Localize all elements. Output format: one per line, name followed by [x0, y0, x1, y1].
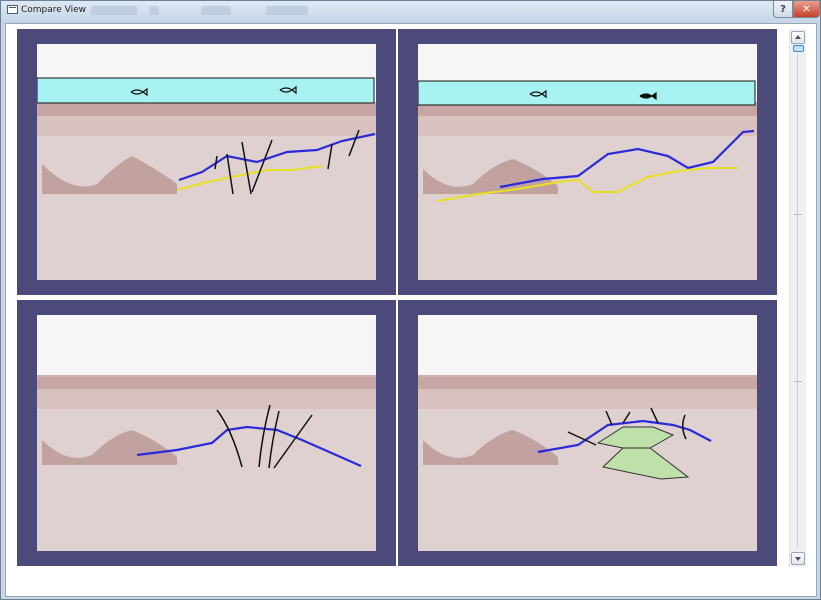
- sea-water-overlay: [37, 77, 375, 104]
- interpreted-body-lower: [601, 447, 690, 480]
- panel-top-left[interactable]: [17, 29, 396, 295]
- fault-line: [226, 153, 234, 195]
- horizon-blue: [178, 132, 376, 182]
- seismic-image-bottom-right[interactable]: [418, 315, 757, 551]
- background-ghost-text: [266, 6, 308, 15]
- seabed-band: [37, 102, 376, 116]
- window-title: Compare View: [21, 5, 87, 15]
- reflector-dip: [42, 156, 177, 194]
- seabed-band: [418, 375, 757, 389]
- fault-line: [348, 129, 360, 157]
- seabed-band: [37, 375, 376, 389]
- reflector-band: [418, 389, 757, 409]
- reflector-band: [37, 389, 376, 409]
- reflector-band: [418, 136, 757, 280]
- help-icon: ?: [780, 3, 786, 15]
- slider-track[interactable]: [797, 53, 798, 548]
- horizon-yellow: [437, 167, 738, 202]
- fault-line: [216, 409, 243, 468]
- background-ghost-text: [91, 6, 137, 15]
- slider-tick: [794, 381, 802, 382]
- zoom-slider[interactable]: [789, 29, 806, 567]
- fish-icon: [639, 91, 657, 101]
- horizon-blue: [136, 425, 362, 468]
- horizon-yellow: [176, 165, 323, 191]
- title-bar[interactable]: Compare View ? ✕: [1, 1, 820, 21]
- seismic-image-top-left[interactable]: [37, 44, 376, 280]
- fish-icon: [279, 85, 297, 95]
- background-ghost-text: [201, 6, 231, 15]
- panel-bottom-right[interactable]: [398, 300, 777, 566]
- fault-line: [214, 155, 218, 170]
- fault-line: [268, 410, 280, 469]
- seismic-section: [37, 44, 376, 280]
- help-button[interactable]: ?: [773, 1, 793, 18]
- fault-line: [327, 143, 333, 170]
- seismic-section: [418, 44, 757, 280]
- sky-band: [37, 315, 376, 377]
- background-ghost-text: [149, 6, 159, 15]
- horizon-blue: [499, 129, 755, 189]
- panel-top-right[interactable]: [398, 29, 777, 295]
- seismic-section: [418, 315, 757, 551]
- fault-line: [241, 141, 252, 195]
- reflector-band: [418, 116, 757, 136]
- fish-icon: [130, 87, 148, 97]
- horizon-blue: [537, 419, 712, 454]
- reflector-band: [37, 409, 376, 551]
- fish-icon: [529, 89, 547, 99]
- panel-bottom-left[interactable]: [17, 300, 396, 566]
- fault-line: [622, 411, 631, 424]
- close-button[interactable]: ✕: [793, 1, 820, 18]
- fault-line: [567, 431, 597, 446]
- window-icon: [7, 5, 18, 14]
- fault-line: [273, 414, 313, 469]
- close-icon: ✕: [802, 3, 811, 15]
- fault-line: [682, 414, 687, 440]
- slider-tick: [794, 214, 802, 215]
- reflector-dip: [423, 159, 558, 194]
- seismic-image-bottom-left[interactable]: [37, 315, 376, 551]
- arrow-up-icon: [795, 35, 801, 39]
- fault-line: [650, 407, 659, 424]
- reflector-dip: [423, 430, 558, 465]
- reflector-band: [37, 136, 376, 280]
- seismic-image-top-right[interactable]: [418, 44, 757, 280]
- reflector-band: [418, 409, 757, 551]
- reflector-dip: [42, 430, 177, 465]
- reflector-band: [37, 116, 376, 136]
- fault-line: [251, 139, 273, 193]
- sea-water-overlay: [418, 80, 756, 106]
- seismic-section: [37, 315, 376, 551]
- slider-thumb[interactable]: [793, 45, 804, 52]
- compare-grid: [17, 29, 783, 567]
- fault-line: [605, 410, 613, 426]
- slider-up-button[interactable]: [791, 31, 805, 44]
- fault-line: [258, 404, 271, 468]
- slider-down-button[interactable]: [791, 552, 805, 565]
- sky-band: [418, 315, 757, 377]
- arrow-down-icon: [795, 557, 801, 561]
